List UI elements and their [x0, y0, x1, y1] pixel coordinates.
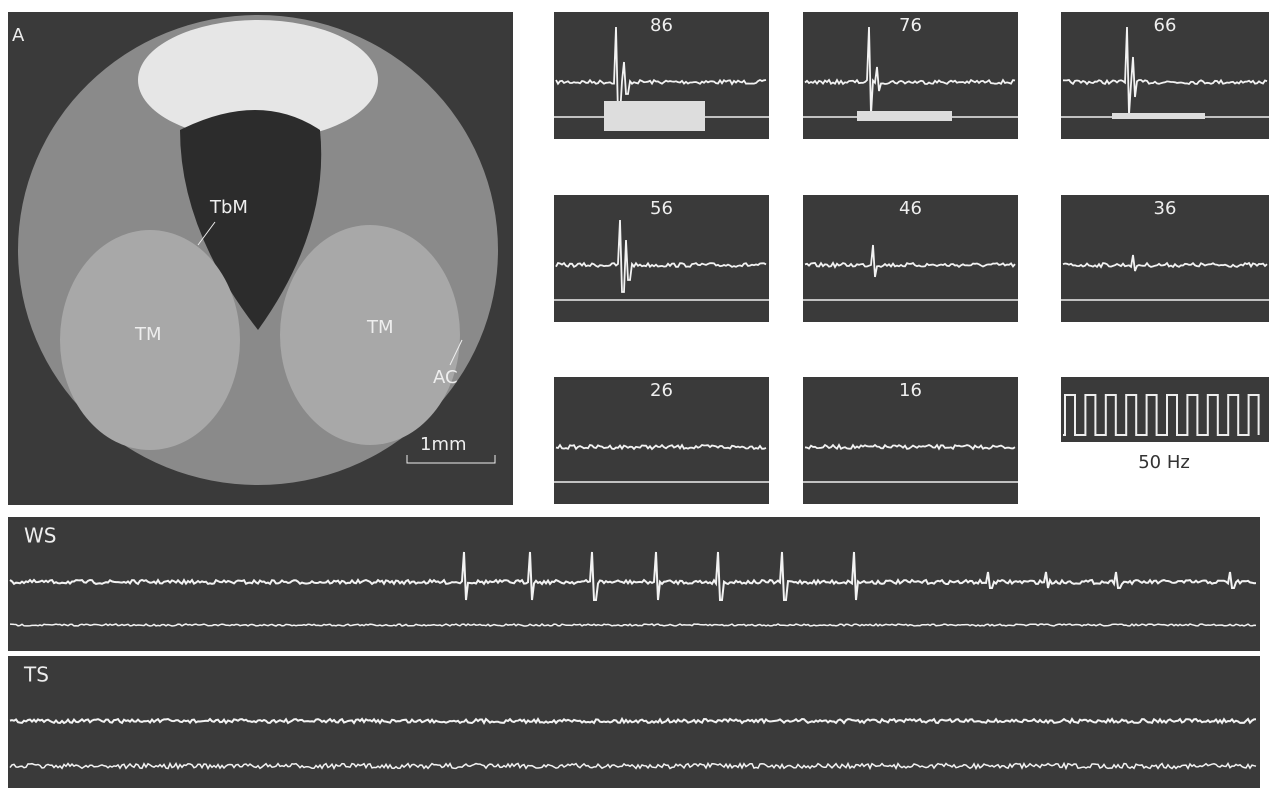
- trace-label: 76: [899, 15, 922, 36]
- trace-label: 26: [650, 380, 673, 401]
- trace-label: 56: [650, 198, 673, 219]
- trace-label: 46: [899, 198, 922, 219]
- trace-label: 86: [650, 15, 673, 36]
- photo-label: AC: [433, 367, 458, 388]
- stimulus-bar: [857, 111, 952, 121]
- photo-label: TM: [134, 324, 162, 345]
- trace-label: 66: [1154, 15, 1177, 36]
- stimulus-bar: [604, 101, 705, 131]
- calibration-label: 50 Hz: [1138, 452, 1190, 473]
- trace-label: 16: [899, 380, 922, 401]
- trace-label: 36: [1154, 198, 1177, 219]
- scale-bar-label: 1mm: [420, 434, 467, 455]
- strip-label: WS: [24, 524, 56, 548]
- photo-label: TM: [366, 317, 394, 338]
- photo-label: TbM: [209, 197, 248, 218]
- stimulus-bar: [1112, 113, 1205, 119]
- figure: A TbM TM TM AC 1mm 50 Hz 86 76 66 56 46 36 26 1…: [0, 0, 1269, 788]
- panel-label: A: [12, 25, 25, 46]
- strip-label: TS: [23, 663, 49, 687]
